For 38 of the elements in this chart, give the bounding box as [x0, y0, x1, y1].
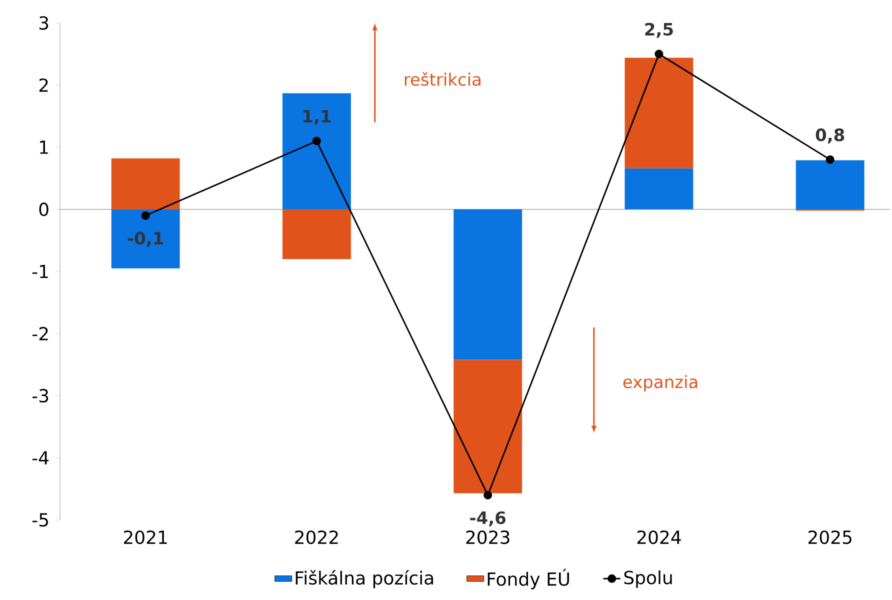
- point: [654, 50, 664, 58]
- y-tick-label: 3: [39, 16, 48, 30]
- point: [141, 211, 150, 220]
- data-label: 1,1: [304, 110, 331, 125]
- data-label: -4,6: [470, 511, 506, 526]
- y-tick-label: -5: [32, 513, 48, 527]
- x-tick-label: 2021: [124, 530, 167, 544]
- point: [826, 155, 834, 164]
- bar: [111, 209, 180, 268]
- annotation: expanzia: [623, 375, 698, 392]
- bar: [624, 58, 694, 168]
- data-label: 0,8: [816, 128, 844, 144]
- y-tick-label: 0: [39, 202, 48, 216]
- y-tick-label: -4: [32, 451, 49, 464]
- y-tick-label: 1: [40, 140, 48, 154]
- legend-label: Fiškálna pozícia: [296, 570, 433, 588]
- legend-label: Spolu: [624, 570, 672, 588]
- y-tick-label: -2: [32, 326, 48, 340]
- data-label: 2,5: [645, 22, 673, 38]
- point: [484, 490, 492, 500]
- y-tick-label: -1: [32, 264, 48, 278]
- x-tick-label: 2025: [808, 530, 852, 544]
- data-label: -0,1: [128, 232, 163, 247]
- x-tick-label: 2024: [637, 530, 681, 544]
- bar: [454, 360, 522, 494]
- x-tick-label: 2022: [295, 530, 338, 544]
- y-tick-label: 2: [39, 78, 48, 92]
- bar: [111, 158, 180, 210]
- y-tick-label: -3: [32, 388, 48, 403]
- point: [312, 136, 321, 146]
- bar: [796, 160, 864, 210]
- bar: [454, 209, 522, 360]
- bar: [282, 209, 351, 260]
- bar: [624, 168, 694, 210]
- x-tick-label: 2023: [466, 530, 510, 544]
- legend-label: Fondy EÚ: [488, 568, 569, 590]
- bar: [282, 93, 351, 210]
- annotation: reštrikcia: [404, 72, 480, 86]
